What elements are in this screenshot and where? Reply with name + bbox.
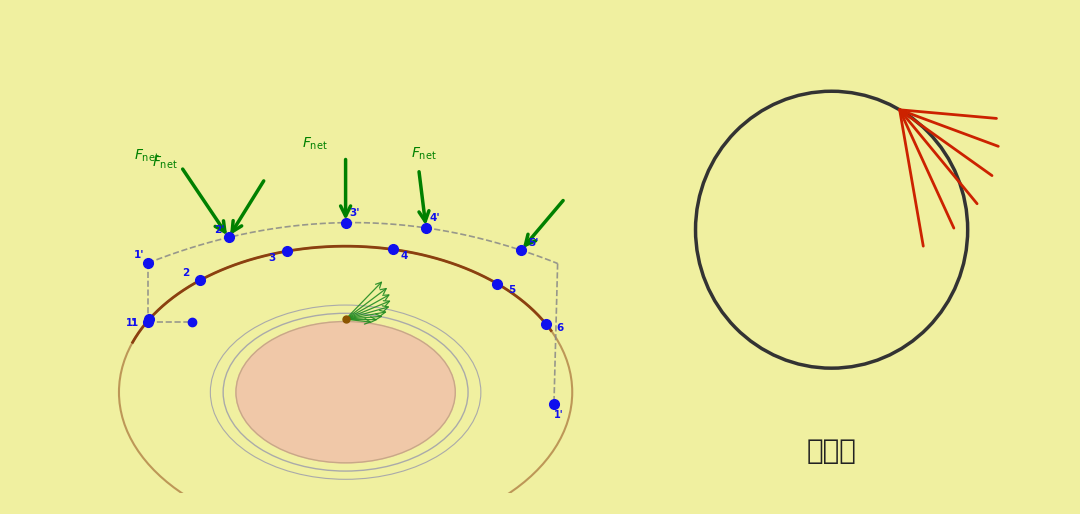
Text: $F_{\rm net}$: $F_{\rm net}$ [152,155,177,171]
Text: 1': 1' [134,250,144,260]
Text: $F_{\rm net}$: $F_{\rm net}$ [411,145,437,161]
Text: 4: 4 [400,251,407,261]
Text: 4': 4' [430,213,441,223]
Text: 1': 1' [126,318,136,328]
Text: 5': 5' [528,237,539,248]
Text: 6: 6 [556,323,564,333]
Text: 1: 1 [131,318,138,328]
Text: 2': 2' [214,225,225,235]
Text: $F_{\rm net}$: $F_{\rm net}$ [134,148,160,164]
Text: 3': 3' [349,208,360,217]
Text: 5: 5 [509,285,515,295]
Text: 1': 1' [554,410,564,420]
Text: 切外圆: 切外圆 [807,436,856,465]
Circle shape [235,322,456,463]
Text: 2: 2 [181,268,189,278]
Text: 3: 3 [269,252,275,263]
Text: $F_{\rm net}$: $F_{\rm net}$ [301,135,327,152]
